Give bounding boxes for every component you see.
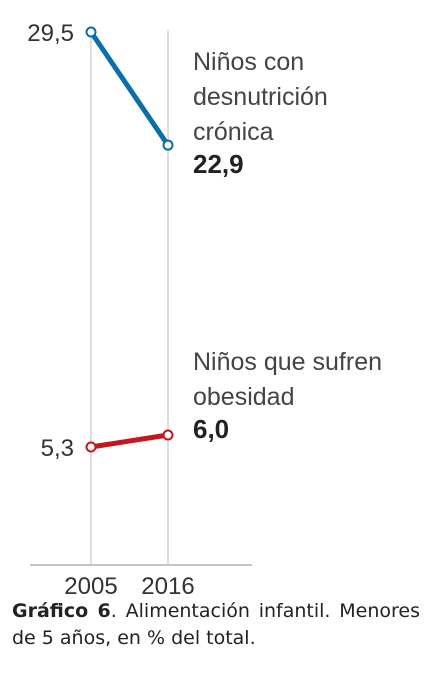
series-0-point-2005 <box>85 26 97 38</box>
series-1-name-line-0: Niños que sufren <box>193 348 382 376</box>
series-0-end-value: 22,9 <box>193 149 244 179</box>
x-tick-label-2005: 2005 <box>64 573 117 600</box>
series-1-end-value: 6,0 <box>193 414 229 444</box>
series-1-point-2016 <box>162 429 174 441</box>
series-0-line <box>88 29 171 148</box>
series-1-line <box>88 432 171 450</box>
x-tick-label-2016: 2016 <box>141 573 194 600</box>
series-0-point-2016 <box>162 139 174 151</box>
series-0-name-line-2: crónica <box>193 118 274 146</box>
chart-gridlines <box>30 30 252 566</box>
line-chart: 2005 2016 29,5 Niños con desnutrición crónica… <box>27 20 382 600</box>
series-0-name-line-0: Niños con <box>193 48 304 76</box>
series-1-start-value: 5,3 <box>41 435 74 462</box>
series-0-name-line-1: desnutrición <box>193 83 328 111</box>
caption-text: . Alimentación infantil. Menores de 5 añ… <box>12 600 420 649</box>
series-0-start-value: 29,5 <box>27 20 74 47</box>
chart-series <box>85 26 174 453</box>
series-1-name-line-1: obesidad <box>193 383 294 411</box>
series-1-point-2005 <box>85 441 97 453</box>
chart-labels: 2005 2016 29,5 Niños con desnutrición crónica… <box>27 20 382 600</box>
caption-label: Gráfico 6 <box>12 600 111 622</box>
figure-caption: Gráfico 6. Alimentación infantil. Menore… <box>12 598 420 652</box>
